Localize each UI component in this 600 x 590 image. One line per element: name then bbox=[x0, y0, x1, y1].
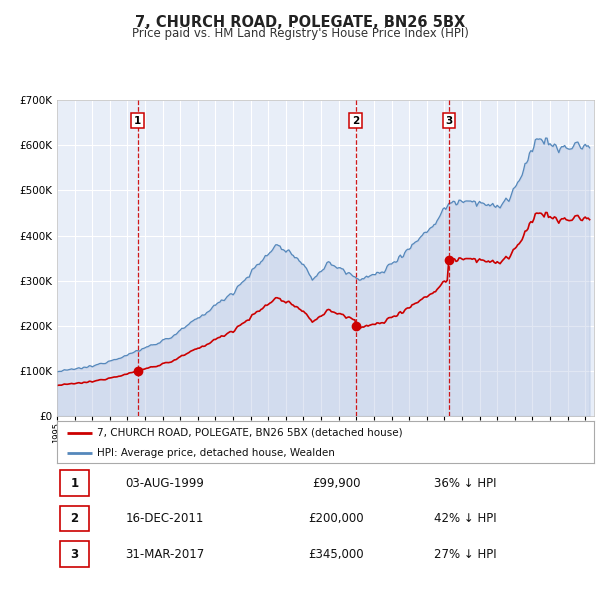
FancyBboxPatch shape bbox=[59, 541, 89, 567]
Text: £345,000: £345,000 bbox=[308, 548, 364, 560]
Text: 42% ↓ HPI: 42% ↓ HPI bbox=[434, 512, 496, 525]
Text: 3: 3 bbox=[70, 548, 79, 560]
Text: Price paid vs. HM Land Registry's House Price Index (HPI): Price paid vs. HM Land Registry's House … bbox=[131, 27, 469, 40]
Text: 7, CHURCH ROAD, POLEGATE, BN26 5BX: 7, CHURCH ROAD, POLEGATE, BN26 5BX bbox=[135, 15, 465, 30]
Text: £200,000: £200,000 bbox=[308, 512, 364, 525]
Text: 1: 1 bbox=[134, 116, 142, 126]
Text: 7, CHURCH ROAD, POLEGATE, BN26 5BX (detached house): 7, CHURCH ROAD, POLEGATE, BN26 5BX (deta… bbox=[97, 428, 403, 438]
Text: 16-DEC-2011: 16-DEC-2011 bbox=[125, 512, 203, 525]
Text: 27% ↓ HPI: 27% ↓ HPI bbox=[434, 548, 496, 560]
Text: 2: 2 bbox=[70, 512, 79, 525]
Text: 31-MAR-2017: 31-MAR-2017 bbox=[125, 548, 204, 560]
Text: 03-AUG-1999: 03-AUG-1999 bbox=[125, 477, 204, 490]
Text: 3: 3 bbox=[445, 116, 452, 126]
Text: 1: 1 bbox=[70, 477, 79, 490]
Text: HPI: Average price, detached house, Wealden: HPI: Average price, detached house, Weal… bbox=[97, 448, 335, 457]
Text: £99,900: £99,900 bbox=[312, 477, 361, 490]
Text: 36% ↓ HPI: 36% ↓ HPI bbox=[434, 477, 496, 490]
Text: 2: 2 bbox=[352, 116, 359, 126]
FancyBboxPatch shape bbox=[59, 470, 89, 496]
FancyBboxPatch shape bbox=[59, 506, 89, 532]
